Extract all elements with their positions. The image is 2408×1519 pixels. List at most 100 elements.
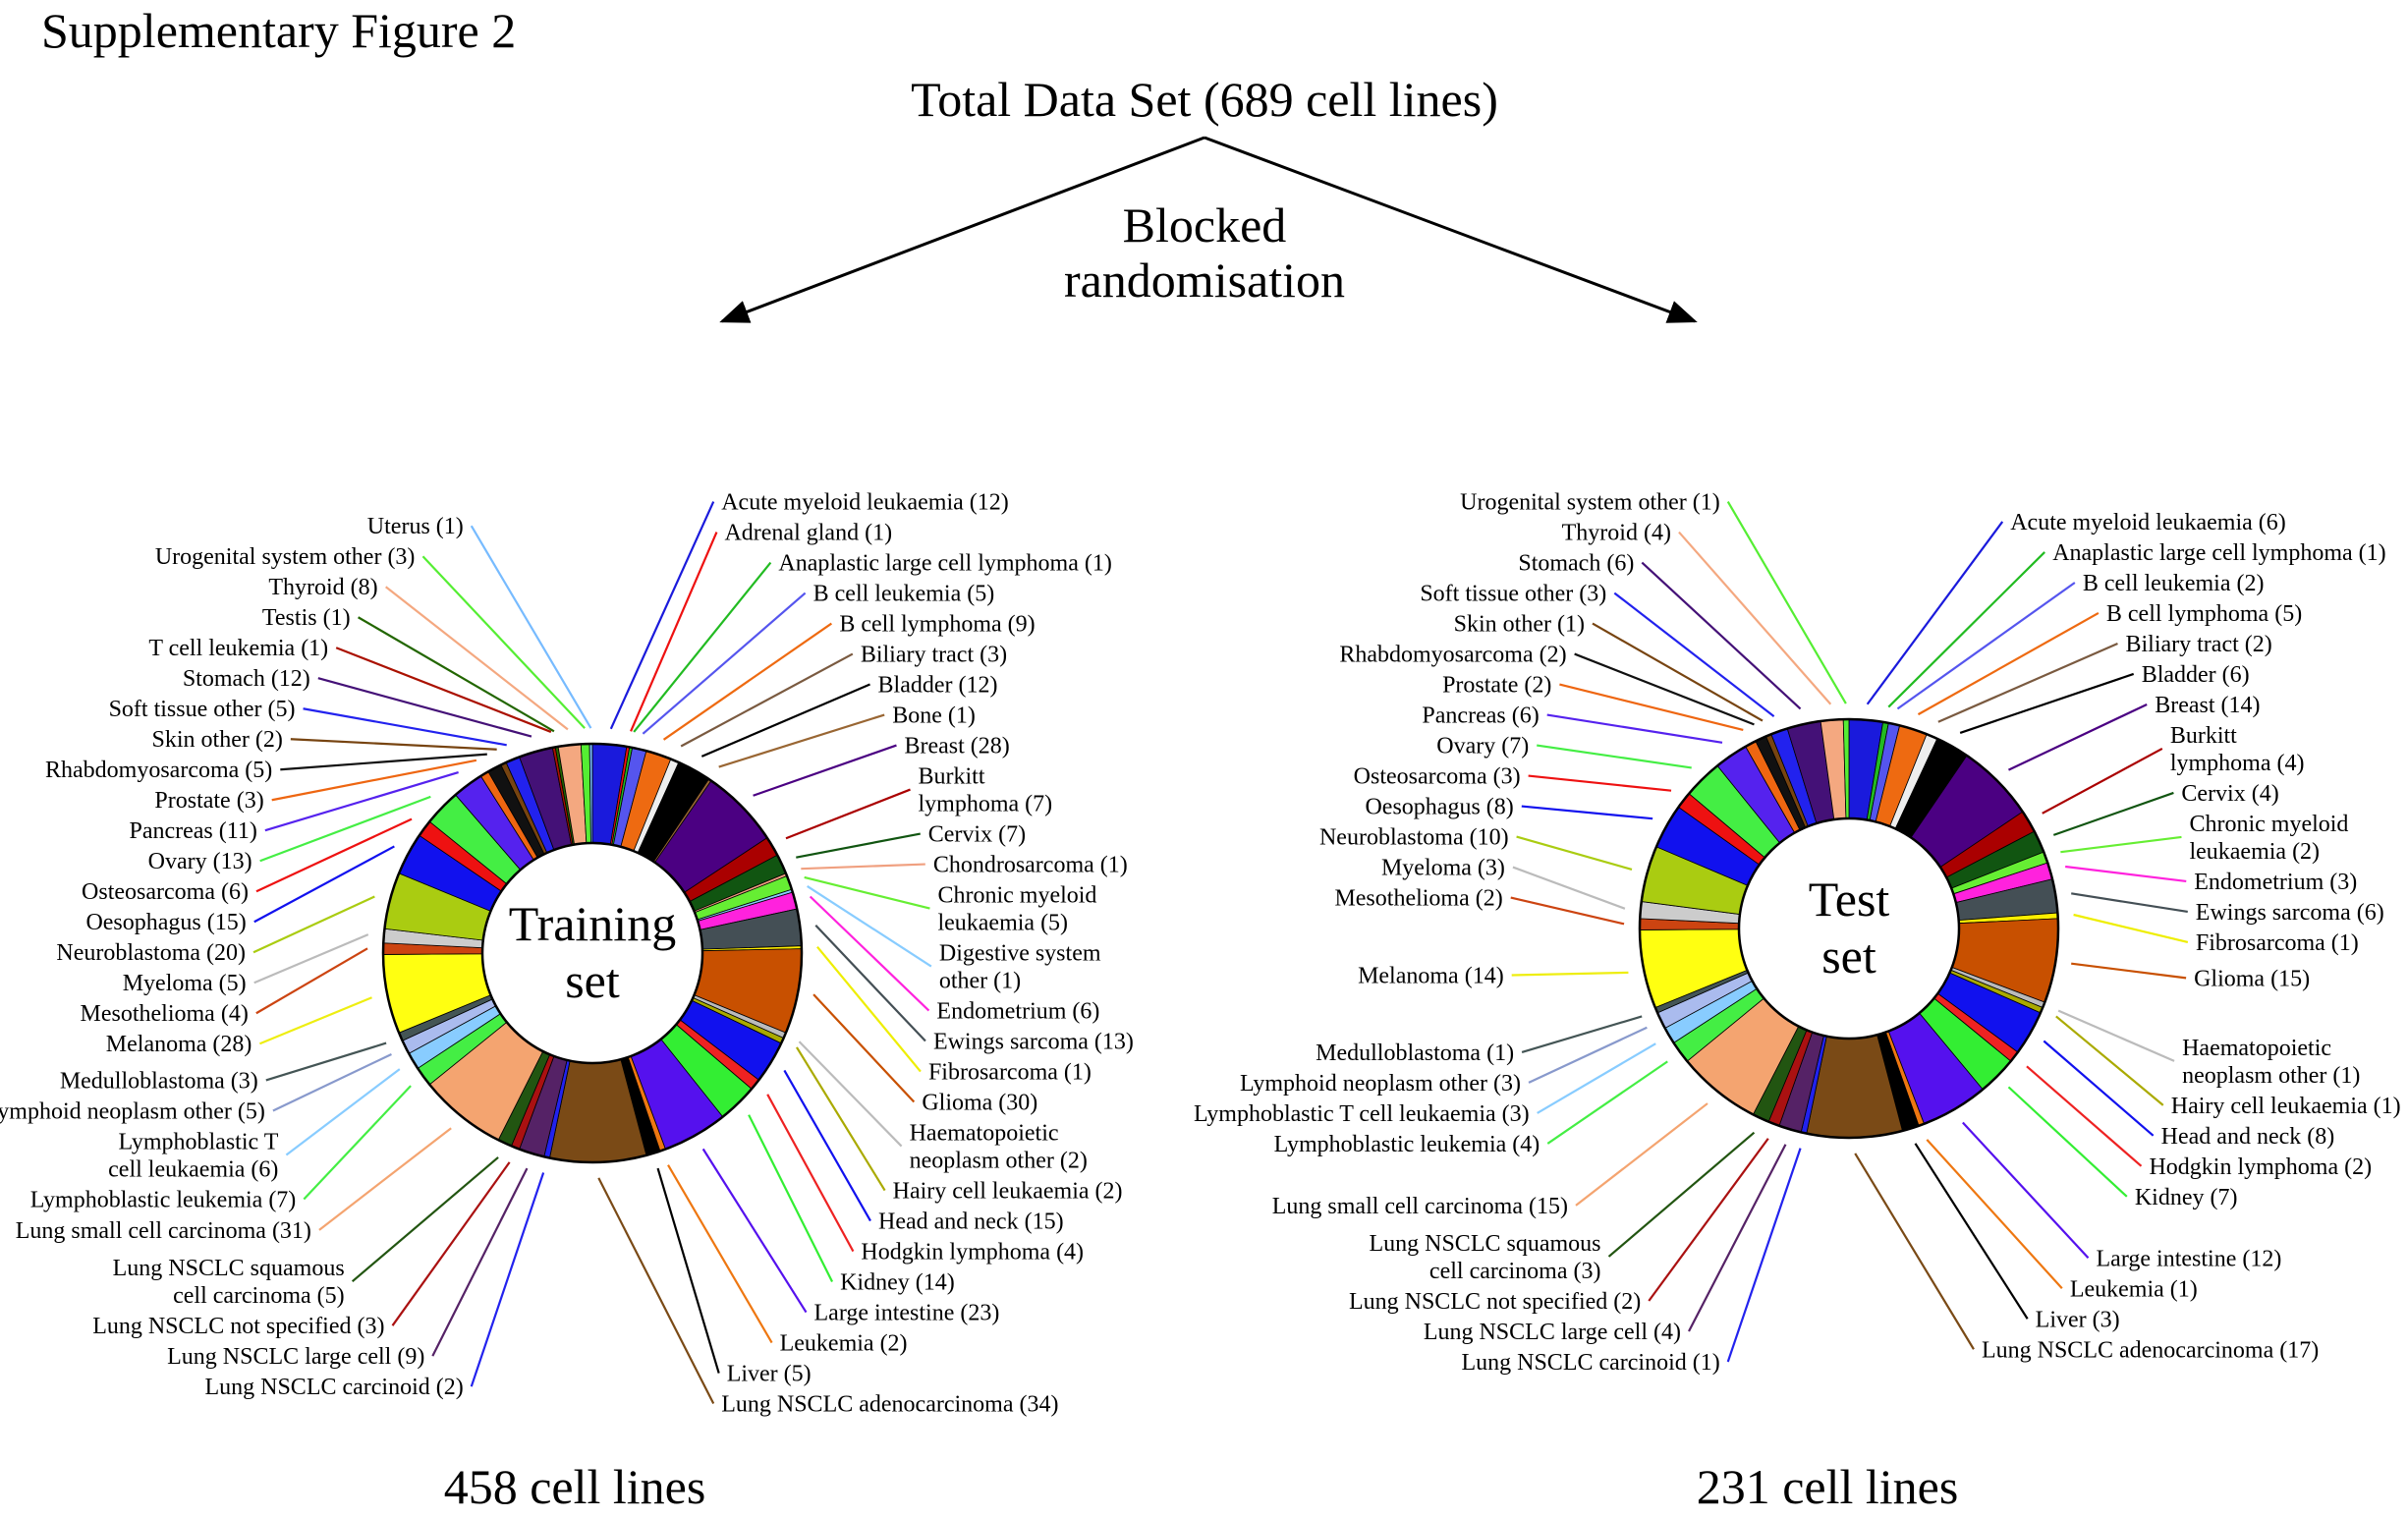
training-label-line: Lymphoblastic leukemia (7) [30, 1187, 297, 1212]
test-label-lung-nsclc-adenocarcinoma: Lung NSCLC adenocarcinoma (17) [1982, 1337, 2319, 1363]
training-label-line: Rhabdomyosarcoma (5) [45, 758, 272, 783]
training-label-adrenal-gland: Adrenal gland (1) [724, 521, 892, 546]
test-label-line: Lymphoid neoplasm other (3) [1240, 1071, 1521, 1097]
training-label-line: Haematopoietic [910, 1121, 1059, 1147]
training-leader-adrenal-gland [630, 532, 718, 732]
training-leader-soft-tissue-other [303, 707, 507, 747]
training-label-lung-nsclc-not-specified: Lung NSCLC not specified (3) [92, 1314, 384, 1339]
training-label-line: Bladder (12) [878, 673, 998, 699]
test-label-acute-myeloid-leukaemia: Acute myeloid leukaemia (6) [2010, 510, 2286, 535]
training-label-myeloma: Myeloma (5) [123, 971, 247, 996]
training-leader-endometrium [809, 895, 930, 1012]
test-label-line: Mesothelioma (2) [1334, 886, 1502, 912]
test-label-line: Melanoma (14) [1358, 963, 1504, 988]
training-leader-lung-small-cell-carcinoma [318, 1127, 452, 1231]
test-label-burkitt-lymphoma: Burkitt lymphoma (4) [2170, 723, 2305, 776]
training-label-line: B cell lymphoma (9) [839, 612, 1035, 638]
test-donut: Acute myeloid leukaemia (6) Anaplastic la… [1194, 490, 2401, 1514]
test-leader-biliary-tract [1937, 642, 2118, 723]
training-label-line: Myeloma (5) [123, 971, 247, 996]
training-leader-hairy-cell-leukaemia [796, 1046, 886, 1192]
test-inner-hole [1737, 816, 1961, 1041]
training-label-line: Skin other (2) [152, 727, 283, 753]
test-label-neuroblastoma: Neuroblastoma (10) [1319, 825, 1509, 851]
training-label-t-cell-leukemia: T cell leukemia (1) [148, 636, 328, 661]
training-leader-stomach [317, 677, 532, 738]
training-leader-chronic-myeloid-leukaemia [804, 875, 930, 910]
training-label-line: Anaplastic large cell lymphoma (1) [778, 551, 1111, 577]
training-label-line: Mesothelioma (4) [81, 1001, 249, 1027]
training-label-line: other (1) [939, 969, 1021, 994]
test-leader-neuroblastoma [1516, 835, 1633, 872]
training-label-endometrium: Endometrium (6) [936, 999, 1099, 1025]
test-leader-endometrium [2065, 865, 2187, 883]
test-label-soft-tissue-other: Soft tissue other (3) [1420, 582, 1606, 607]
training-label-line: Uterus (1) [367, 514, 464, 539]
test-label-line: B cell leukemia (2) [2083, 571, 2265, 596]
test-label-line: Anaplastic large cell lymphoma (1) [2052, 540, 2385, 566]
test-leader-lymphoid-neoplasm-other [1528, 1026, 1648, 1084]
test-leader-prostate [1559, 683, 1744, 731]
method-line-1: Blocked [1123, 197, 1287, 253]
arrow-to-training [719, 136, 1205, 323]
training-label-line: B cell leukemia (5) [813, 582, 995, 607]
training-label-biliary-tract: Biliary tract (3) [861, 643, 1007, 668]
training-leader-urogenital-system-other [421, 555, 586, 729]
training-label-neuroblastoma: Neuroblastoma (20) [56, 940, 246, 966]
training-label-line: Adrenal gland (1) [724, 521, 892, 546]
training-label-kidney: Kidney (14) [840, 1270, 955, 1296]
training-leader-cervix [796, 832, 921, 859]
training-label-chronic-myeloid-leukaemia: Chronic myeloid leukaemia (5) [937, 883, 1096, 936]
training-label-line: Glioma (30) [922, 1091, 1037, 1116]
test-leader-leukemia [1926, 1139, 2063, 1289]
training-leader-testis [358, 616, 555, 733]
training-label-line: Lung small cell carcinoma (31) [16, 1218, 311, 1244]
training-label-b-cell-lymphoma: B cell lymphoma (9) [839, 612, 1035, 638]
test-center-label-1: Test [1809, 872, 1890, 927]
training-label-line: Burkitt [919, 764, 985, 790]
training-leader-bladder [700, 683, 870, 758]
training-label-chondrosarcoma: Chondrosarcoma (1) [933, 853, 1128, 878]
training-leader-b-cell-lymphoma [662, 622, 832, 741]
training-label-line: Melanoma (28) [106, 1032, 252, 1057]
test-leader-burkitt-lymphoma [2042, 747, 2163, 815]
training-label-line: Kidney (14) [840, 1270, 955, 1296]
test-leader-b-cell-leukemia [1896, 582, 2076, 710]
training-label-ovary: Ovary (13) [148, 849, 252, 874]
test-label-line: Skin other (1) [1454, 612, 1585, 638]
training-label-line: Lung NSCLC large cell (9) [167, 1344, 424, 1370]
training-label-ewings-sarcoma: Ewings sarcoma (13) [933, 1030, 1134, 1055]
test-label-line: leukaemia (2) [2189, 839, 2320, 865]
test-label-line: Pancreas (6) [1422, 703, 1539, 729]
training-label-b-cell-leukemia: B cell leukemia (5) [813, 582, 995, 607]
training-inner-hole [480, 841, 704, 1065]
training-label-cervix: Cervix (7) [928, 822, 1026, 848]
test-label-line: neoplasm other (1) [2182, 1063, 2360, 1089]
training-label-oesophagus: Oesophagus (15) [85, 910, 246, 935]
test-leader-anaplastic-large-cell-lymphoma [1887, 551, 2045, 708]
training-leader-melanoma [259, 996, 372, 1045]
test-label-line: cell carcinoma (3) [1429, 1259, 1601, 1284]
training-center-label-1: Training [509, 896, 676, 951]
training-leader-biliary-tract [680, 652, 854, 748]
test-label-large-intestine: Large intestine (12) [2097, 1246, 2282, 1271]
test-label-b-cell-lymphoma: B cell lymphoma (5) [2106, 601, 2302, 627]
training-label-line: Testis (1) [262, 605, 351, 631]
training-leader-lung-nsclc-carcinoid [470, 1172, 545, 1387]
training-leader-head-and-neck [783, 1069, 871, 1222]
test-label-line: Burkitt [2170, 723, 2237, 749]
test-label-line: Hairy cell leukaemia (1) [2171, 1094, 2401, 1119]
test-label-glioma: Glioma (15) [2194, 966, 2310, 991]
test-label-line: Stomach (6) [1518, 551, 1634, 577]
test-label-rhabdomyosarcoma: Rhabdomyosarcoma (2) [1339, 643, 1566, 668]
training-label-line: Hairy cell leukaemia (2) [893, 1179, 1123, 1205]
test-label-kidney: Kidney (7) [2135, 1185, 2238, 1210]
training-label-line: cell leukaemia (6) [108, 1156, 278, 1182]
test-leader-lymphoblastic-leukemia [1546, 1060, 1668, 1145]
test-leader-breast [2008, 703, 2148, 771]
test-label-line: Liver (3) [2036, 1307, 2120, 1332]
training-label-lymphoblastic-leukemia: Lymphoblastic leukemia (7) [30, 1187, 297, 1212]
test-leader-urogenital-system-other [1726, 501, 1847, 704]
test-leader-lymphoblastic-t-cell-leukaemia [1537, 1042, 1656, 1114]
